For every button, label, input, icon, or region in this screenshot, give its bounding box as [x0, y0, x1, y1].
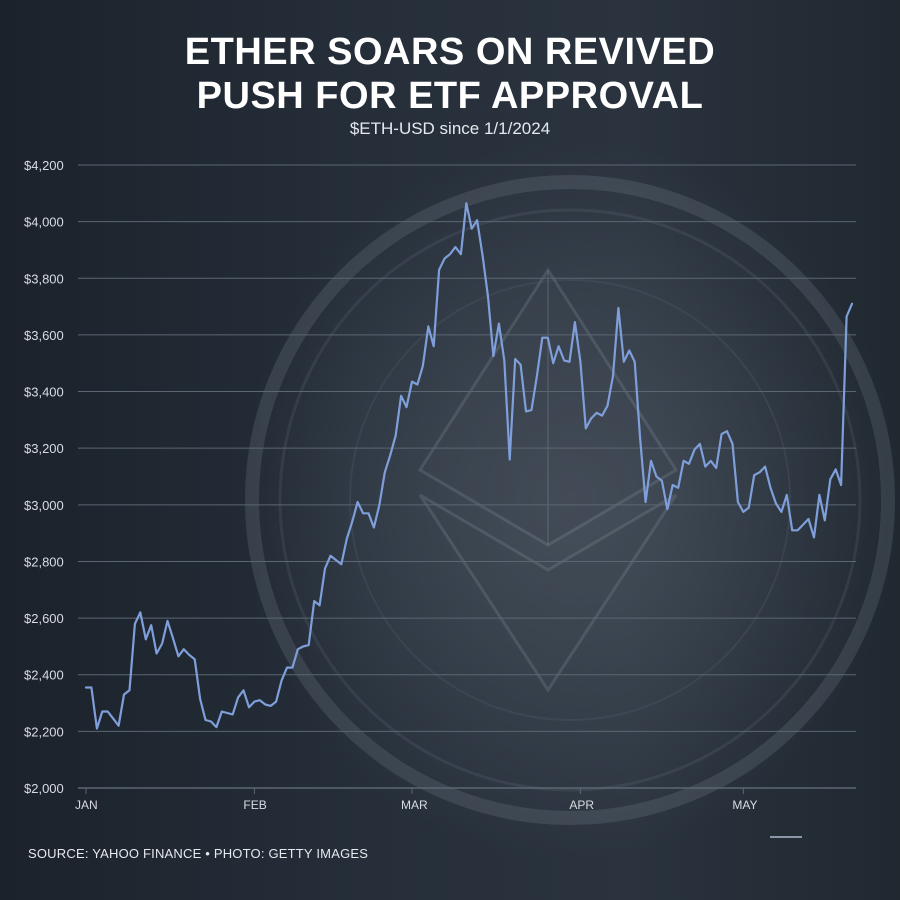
- source-credit: SOURCE: YAHOO FINANCE • PHOTO: GETTY IMA…: [28, 846, 369, 861]
- x-tick-label: MAR: [401, 798, 428, 812]
- y-tick-label: $3,800: [24, 271, 64, 286]
- chart-title-line-2: PUSH FOR ETF APPROVAL: [196, 75, 704, 117]
- y-tick-label: $2,600: [24, 611, 64, 626]
- y-tick-label: $2,000: [24, 781, 64, 796]
- y-tick-label: $4,200: [24, 158, 64, 173]
- chart-title-line-1: ETHER SOARS ON REVIVED: [184, 31, 716, 73]
- series-lines: [84, 202, 854, 730]
- y-tick-label: $3,000: [24, 498, 64, 513]
- chart-title: ETHER SOARS ON REVIVED PUSH FOR ETF APPR…: [0, 30, 900, 118]
- y-tick-label: $2,800: [24, 554, 64, 569]
- eth-usd-price-line: [84, 202, 854, 730]
- x-tick-label: JAN: [75, 798, 98, 812]
- decorative-dash: [770, 836, 802, 838]
- x-axis-tick-labels: JAN FEB MAR APR MAY: [75, 788, 757, 812]
- y-axis-tick-labels: $2,000 $2,200 $2,400 $2,600 $2,800 $3,000 $3,2…: [24, 158, 64, 796]
- y-tick-label: $3,600: [24, 328, 64, 343]
- chart-subtitle: $ETH-USD since 1/1/2024: [349, 119, 551, 138]
- y-tick-label: $4,000: [24, 215, 64, 230]
- y-tick-label: $2,400: [24, 668, 64, 683]
- y-tick-label: $2,200: [24, 724, 64, 739]
- x-tick-label: APR: [569, 798, 594, 812]
- y-tick-label: $3,200: [24, 441, 64, 456]
- gridlines: [78, 164, 856, 789]
- y-tick-label: $3,400: [24, 385, 64, 400]
- x-tick-label: FEB: [243, 798, 266, 812]
- x-tick-label: MAY: [732, 798, 757, 812]
